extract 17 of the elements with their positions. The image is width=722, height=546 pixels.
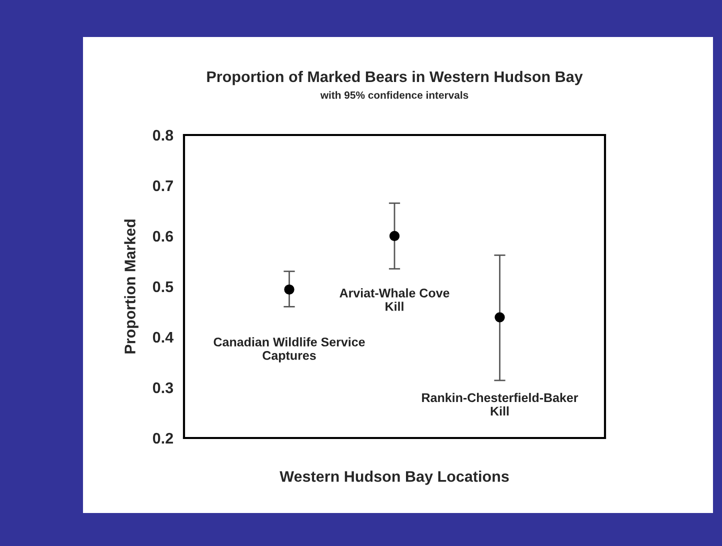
y-tick-label: 0.4 (152, 332, 174, 343)
y-tick-label: 0.6 (152, 230, 174, 242)
chart-subtitle: with 95% confidence intervals (320, 91, 468, 99)
y-axis-title: Proportion Marked (124, 220, 138, 354)
point (284, 284, 294, 295)
y-tick-label: 0.5 (152, 281, 174, 292)
y-tick-label: 0.3 (152, 382, 174, 394)
chart-title: Proportion of Marked Bears in Western Hudson Bay (207, 70, 583, 86)
y-tick-label: 0.7 (152, 180, 173, 192)
x-axis-title: Western Hudson Bay Locations (280, 470, 509, 485)
point (389, 230, 400, 242)
x-tick-label: Rankin-Chesterfield-Baker Kill (422, 392, 578, 416)
y-tick-label: 0.8 (152, 130, 174, 141)
y-tick-label: 0.2 (152, 432, 173, 444)
x-tick-label: Arviat-Whale Cove Kill (340, 288, 450, 311)
x-tick-label: Canadian Wildlife Service Captures (214, 337, 365, 362)
point (494, 312, 505, 322)
